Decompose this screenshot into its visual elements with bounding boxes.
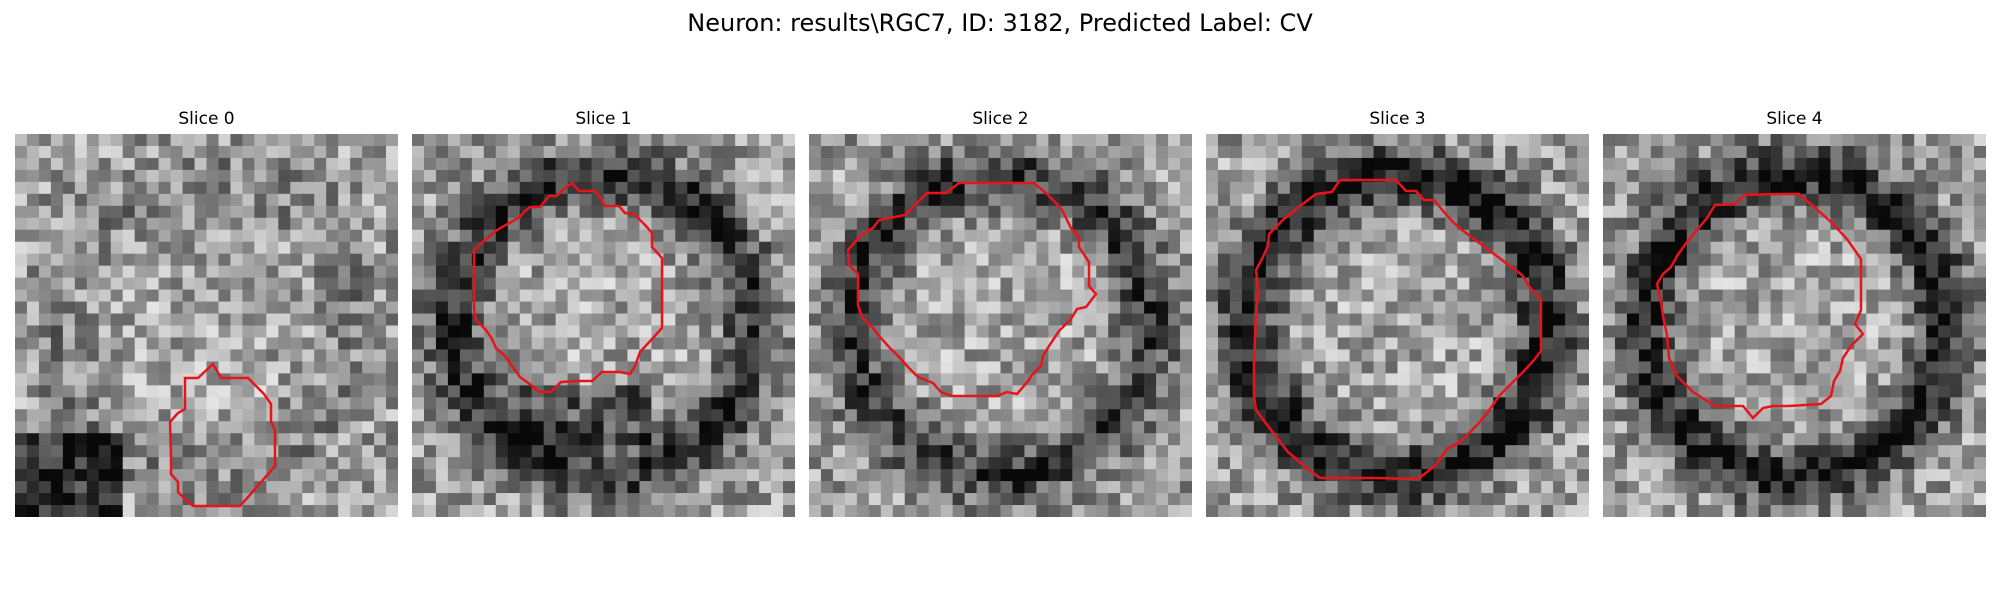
figure-title: Neuron: results\RGC7, ID: 3182, Predicte… — [687, 9, 1313, 37]
slice-title: Slice 2 — [972, 109, 1029, 129]
slice-title: Slice 1 — [575, 109, 632, 129]
slice-image-svg — [1603, 134, 1986, 517]
slice-image-svg — [412, 134, 795, 517]
grayscale-pixels — [15, 134, 398, 517]
roi-contour — [1252, 178, 1543, 481]
grayscale-pixels — [1603, 134, 1986, 517]
slice-panel-2: Slice 2 — [809, 108, 1192, 517]
slice-image — [1603, 134, 1986, 517]
roi-contour — [168, 362, 277, 508]
slice-image — [15, 134, 398, 517]
slice-panel-1: Slice 1 — [412, 108, 795, 517]
slice-image — [809, 134, 1192, 517]
slice-title: Slice 4 — [1766, 109, 1823, 129]
grayscale-pixels — [809, 134, 1192, 517]
slice-panel-3: Slice 3 — [1206, 108, 1589, 517]
slice-panel-4: Slice 4 — [1603, 108, 1986, 517]
slice-panel-0: Slice 0 — [15, 108, 398, 517]
slice-image-svg — [809, 134, 1192, 517]
slice-title: Slice 3 — [1369, 109, 1426, 129]
roi-contour — [472, 181, 664, 394]
slice-image — [412, 134, 795, 517]
roi-contour — [1655, 192, 1865, 420]
slice-image-svg — [1206, 134, 1589, 517]
grayscale-pixels — [1206, 134, 1589, 517]
grayscale-pixels — [412, 134, 795, 517]
slice-image — [1206, 134, 1589, 517]
roi-contour — [846, 181, 1098, 398]
slice-title: Slice 0 — [178, 109, 235, 129]
slice-image-svg — [15, 134, 398, 517]
